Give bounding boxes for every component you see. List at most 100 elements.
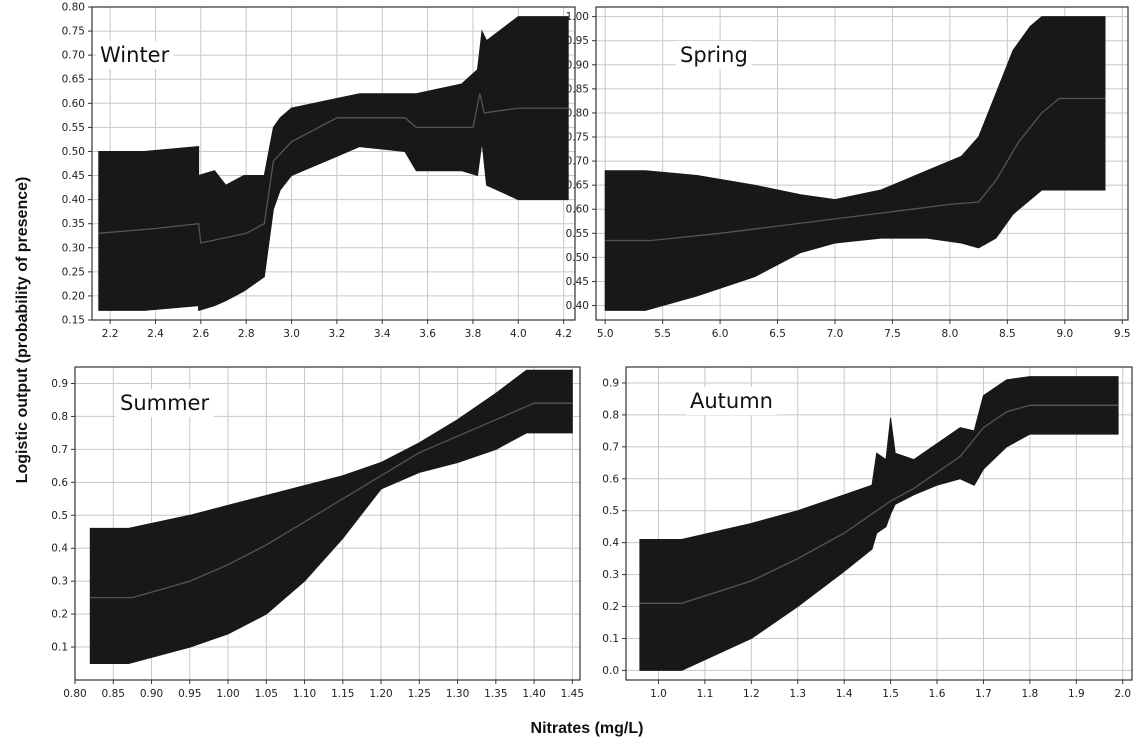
winter-x-tick-label: 4.2 <box>555 328 572 340</box>
summer-x-tick-label: 1.20 <box>369 688 392 700</box>
spring-confidence-band <box>604 16 1106 311</box>
winter-y-tick-label: 0.60 <box>62 98 85 110</box>
winter-x-tick-label: 4.0 <box>510 328 527 340</box>
autumn-confidence-band <box>639 376 1119 671</box>
summer-y-tick-label: 0.2 <box>51 609 68 621</box>
winter-x-tick-label: 2.8 <box>238 328 255 340</box>
spring-y-tick-label: 0.65 <box>566 180 589 192</box>
autumn-x-tick-label: 1.8 <box>1022 688 1039 700</box>
spring-y-tick-label: 0.50 <box>566 252 589 264</box>
spring-y-tick-label: 0.60 <box>566 204 589 216</box>
winter-x-tick-label: 3.4 <box>374 328 391 340</box>
summer-y-tick-label: 0.8 <box>51 411 68 423</box>
autumn-season-label-background <box>686 387 777 415</box>
summer-y-tick-label: 0.7 <box>51 444 68 456</box>
autumn-x-tick-label: 1.6 <box>929 688 946 700</box>
summer-plot-frame <box>74 366 581 681</box>
winter-x-tick-label: 3.8 <box>465 328 482 340</box>
winter-x-tick-label: 2.6 <box>192 328 209 340</box>
autumn-x-tick-label: 1.3 <box>789 688 806 700</box>
autumn-x-tick-label: 1.0 <box>650 688 667 700</box>
summer-y-tick-label: 0.5 <box>51 510 68 522</box>
summer-x-tick-label: 1.45 <box>561 688 584 700</box>
winter-mean-response-line <box>98 93 569 244</box>
winter-confidence-band <box>98 16 569 312</box>
y-axis-title: Logistic output (probability of presence… <box>14 177 31 484</box>
spring-panel: 5.0 5.5 6.0 6.5 7.0 7.5 8.0 8.5 9.0 9.5 0.40 0.45 0.… <box>566 6 1131 340</box>
spring-y-tick-label: 0.95 <box>566 35 589 47</box>
spring-y-tick-label: 0.70 <box>566 156 589 168</box>
spring-y-tick-label: 0.40 <box>566 300 589 312</box>
summer-x-tick-label: 1.05 <box>255 688 278 700</box>
winter-x-tick-label: 2.4 <box>147 328 164 340</box>
autumn-x-tick-label: 1.2 <box>743 688 760 700</box>
spring-y-tick-label: 0.80 <box>566 107 589 119</box>
autumn-y-tick-label: 0.0 <box>602 665 619 677</box>
autumn-x-tick-label: 1.9 <box>1068 688 1085 700</box>
autumn-x-tick-label: 1.4 <box>836 688 853 700</box>
winter-y-tick-label: 0.45 <box>62 170 85 182</box>
summer-x-tick-label: 0.95 <box>178 688 201 700</box>
winter-y-tick-label: 0.15 <box>62 315 85 327</box>
spring-y-tick-label: 0.85 <box>566 83 589 95</box>
winter-y-tick-label: 0.40 <box>62 194 85 206</box>
spring-x-tick-label: 5.0 <box>597 328 614 340</box>
summer-x-tick-label: 1.15 <box>331 688 354 700</box>
winter-y-tick-label: 0.30 <box>62 242 85 254</box>
spring-x-tick-label: 7.5 <box>884 328 901 340</box>
summer-y-tick-label: 0.4 <box>51 543 68 555</box>
winter-x-tick-label: 3.6 <box>419 328 436 340</box>
winter-x-tick-label: 3.2 <box>329 328 346 340</box>
autumn-x-tick-label: 1.7 <box>975 688 992 700</box>
summer-y-tick-label: 0.9 <box>51 378 68 390</box>
winter-y-tick-label: 0.70 <box>62 50 85 62</box>
winter-y-tick-label: 0.25 <box>62 266 85 278</box>
autumn-y-tick-label: 0.2 <box>602 601 619 613</box>
summer-season-label: Summer <box>120 391 209 415</box>
autumn-x-tick-label: 2.0 <box>1114 688 1131 700</box>
winter-x-tick-label: 2.2 <box>102 328 119 340</box>
spring-x-tick-label: 9.5 <box>1114 328 1131 340</box>
winter-y-tick-label: 0.35 <box>62 218 85 230</box>
autumn-y-tick-label: 0.5 <box>602 505 619 517</box>
summer-x-tick-label: 1.40 <box>522 688 545 700</box>
spring-y-tick-label: 0.55 <box>566 228 589 240</box>
spring-y-tick-label: 1.00 <box>566 11 589 23</box>
spring-season-label-background <box>676 41 752 69</box>
autumn-y-tick-label: 0.9 <box>602 377 619 389</box>
spring-season-label: Spring <box>680 43 748 67</box>
winter-y-tick-label: 0.50 <box>62 146 85 158</box>
summer-y-tick-label: 0.1 <box>51 642 68 654</box>
spring-x-tick-label: 5.5 <box>654 328 671 340</box>
summer-season-label-background <box>116 389 214 417</box>
winter-panel: 2.2 2.4 2.6 2.8 3.0 3.2 3.4 3.6 3.8 4.0 4.2 0.15 0.2… <box>62 2 576 340</box>
winter-y-tick-label: 0.65 <box>62 74 85 86</box>
summer-confidence-band <box>89 369 573 664</box>
winter-y-tick-label: 0.75 <box>62 26 85 38</box>
autumn-y-tick-label: 0.6 <box>602 473 619 485</box>
summer-x-tick-label: 1.30 <box>446 688 469 700</box>
summer-y-tick-label: 0.6 <box>51 477 68 489</box>
spring-y-tick-label: 0.90 <box>566 59 589 71</box>
summer-x-tick-label: 1.10 <box>293 688 316 700</box>
spring-plot-frame <box>595 6 1129 321</box>
spring-x-tick-label: 9.0 <box>1056 328 1073 340</box>
winter-season-label: Winter <box>100 43 170 67</box>
summer-x-tick-label: 1.35 <box>484 688 507 700</box>
summer-x-tick-label: 0.90 <box>140 688 163 700</box>
spring-x-tick-label: 6.0 <box>712 328 729 340</box>
autumn-season-label: Autumn <box>690 389 773 413</box>
spring-x-tick-label: 8.0 <box>942 328 959 340</box>
summer-panel: 0.80 0.85 0.90 0.95 1.00 1.05 1.10 1.15 1.20 1.25… <box>51 366 584 700</box>
winter-season-label-background <box>96 41 174 69</box>
summer-x-tick-label: 0.85 <box>102 688 125 700</box>
autumn-y-tick-label: 0.8 <box>602 409 619 421</box>
summer-x-tick-label: 1.00 <box>216 688 239 700</box>
autumn-panel: 1.0 1.1 1.2 1.3 1.4 1.5 1.6 1.7 1.8 1.9 2.0 0.0 0.1 0… <box>602 366 1133 700</box>
summer-x-tick-label: 1.25 <box>408 688 431 700</box>
spring-x-tick-label: 8.5 <box>999 328 1016 340</box>
winter-x-tick-label: 3.0 <box>283 328 300 340</box>
x-axis-title: Nitrates (mg/L) <box>531 720 644 737</box>
winter-y-tick-label: 0.20 <box>62 290 85 302</box>
spring-mean-response-line <box>605 97 1105 242</box>
